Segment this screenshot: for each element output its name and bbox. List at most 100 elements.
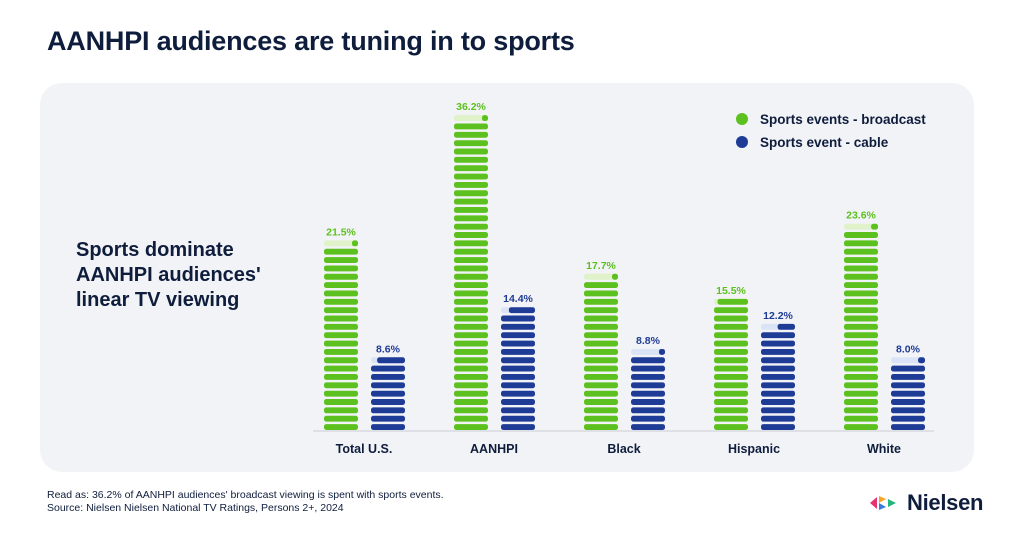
bar-segment [454,348,488,355]
bar-segment [454,198,488,205]
bar-segment [324,365,358,372]
bar-segment [454,273,488,280]
bar-segment [631,374,665,380]
bar-segment [501,390,535,397]
bar-segment [454,399,488,405]
bar-segment [584,340,618,347]
bar-segment [844,248,878,255]
bar-segment [584,390,618,397]
bar-segment [454,190,488,197]
bar-segment [324,374,358,380]
category-label: White [867,442,901,456]
bar-segment [761,399,795,405]
bar-segment [324,348,358,355]
bar-segment [714,365,748,372]
bar-broadcast-total-u-s [324,240,358,430]
bar-segment [844,340,878,347]
bar-segment [844,424,878,430]
bar-segment [844,298,878,305]
bar-segment [891,390,925,397]
bar-segment [584,282,618,289]
bar-segment [584,365,618,372]
bar-cable-hispanic [761,323,795,430]
bar-segment [454,240,488,247]
bar-segment [454,298,488,305]
bar-segment [454,123,488,130]
bar-segment [454,148,488,155]
bar-segment [584,298,618,305]
legend-item-broadcast: Sports events - broadcast [736,108,926,130]
bar-segment [324,382,358,389]
bar-segment [844,315,878,322]
bar-segment [761,407,795,414]
bar-segment [891,374,925,380]
bar-segment [454,265,488,272]
bar-segment [454,156,488,163]
bar-top-fill [717,298,748,305]
bar-segment [501,340,535,347]
legend-swatch-broadcast [736,113,748,125]
bar-segment [371,407,405,414]
bar-top-track [631,348,665,355]
nielsen-logo-text: Nielsen [907,490,984,515]
bar-segment [501,348,535,355]
bar-segment [891,365,925,372]
legend-item-cable: Sports event - cable [736,131,926,153]
bar-segment [584,357,618,364]
bar-segment [454,282,488,289]
bar-top-fill [918,357,925,364]
bar-segment [371,382,405,389]
bar-segment [324,390,358,397]
bar-segment [454,181,488,188]
bar-segment [501,407,535,414]
bar-segment [324,399,358,405]
bar-segment [584,307,618,314]
bar-segment [714,323,748,330]
bar-segment [761,340,795,347]
bar-segment [454,307,488,314]
bar-broadcast-black [584,273,618,430]
bar-segment [454,415,488,422]
bar-segment [844,382,878,389]
category-label: AANHPI [470,442,518,456]
bar-segment [631,415,665,422]
bar-segment [844,332,878,339]
bar-segment [454,207,488,213]
bar-segment [631,390,665,397]
bar-segment [324,340,358,347]
bar-segment [891,415,925,422]
bar-cable-white [891,357,925,430]
chart-subtitle: Sports dominate AANHPI audiences' linear… [76,239,261,311]
bar-segment [891,424,925,430]
nielsen-logo-icon [870,496,896,510]
bar-segment [714,348,748,355]
bar-segment [501,323,535,330]
bar-segment [584,315,618,322]
bar-segment [324,248,358,255]
bar-segment [844,365,878,372]
bar-top-track [584,273,618,280]
bar-segment [631,357,665,364]
bar-segment [844,240,878,247]
bar-segment [324,273,358,280]
bar-segment [761,348,795,355]
bar-segment [371,415,405,422]
bar-segment [844,257,878,263]
bar-segment [584,348,618,355]
bar-segment [844,232,878,238]
bar-segment [454,365,488,372]
bar-top-fill [612,273,618,280]
bar-segment [371,374,405,380]
source-note: Source: Nielsen Nielsen National TV Rati… [47,502,344,514]
bar-broadcast-hispanic [714,298,748,430]
bar-segment [454,407,488,414]
legend-label-broadcast: Sports events - broadcast [760,111,926,127]
bar-segment [324,332,358,339]
bar-segment [501,399,535,405]
bar-segment [584,323,618,330]
bar-cable-total-u-s [371,357,405,430]
bar-segment [454,165,488,172]
bar-segment [324,315,358,322]
bar-segment [584,407,618,414]
